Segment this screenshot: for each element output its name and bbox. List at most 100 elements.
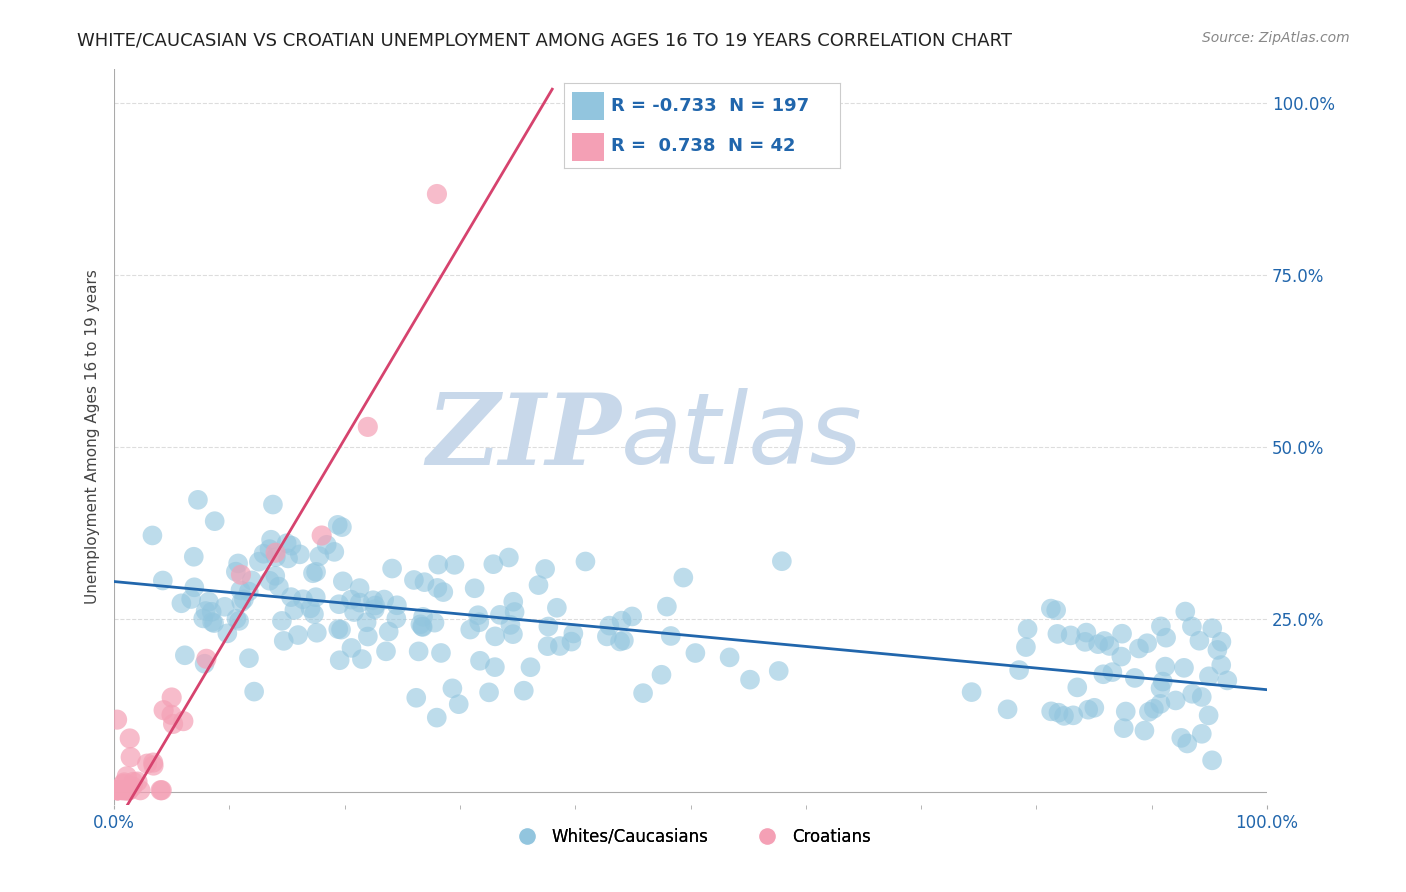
Whites/Caucasians — [548, 639, 571, 653]
Whites/Caucasians — [499, 618, 522, 632]
Whites/Caucasians — [426, 711, 449, 725]
Whites/Caucasians — [326, 517, 349, 532]
Whites/Caucasians — [350, 652, 373, 666]
Whites/Caucasians — [598, 618, 620, 632]
Whites/Caucasians — [482, 557, 505, 571]
Whites/Caucasians — [385, 599, 408, 613]
Whites/Caucasians — [1211, 658, 1233, 673]
Croatians — [114, 783, 136, 797]
Whites/Caucasians — [240, 574, 263, 588]
Whites/Caucasians — [1198, 669, 1220, 683]
Whites/Caucasians — [302, 566, 325, 581]
Whites/Caucasians — [357, 630, 380, 644]
Whites/Caucasians — [323, 545, 346, 559]
Croatians — [127, 774, 149, 789]
Whites/Caucasians — [659, 629, 682, 643]
Whites/Caucasians — [373, 592, 395, 607]
Whites/Caucasians — [1015, 640, 1038, 654]
Croatians — [112, 775, 135, 789]
Croatians — [121, 780, 143, 794]
Croatians — [112, 777, 135, 791]
Whites/Caucasians — [238, 584, 260, 599]
Whites/Caucasians — [1201, 753, 1223, 767]
Whites/Caucasians — [650, 667, 672, 681]
Whites/Caucasians — [214, 599, 236, 614]
Whites/Caucasians — [385, 611, 408, 625]
Whites/Caucasians — [283, 603, 305, 617]
Whites/Caucasians — [364, 602, 387, 616]
Whites/Caucasians — [225, 612, 247, 626]
Whites/Caucasians — [262, 498, 284, 512]
Whites/Caucasians — [468, 654, 491, 668]
Whites/Caucasians — [1188, 633, 1211, 648]
Whites/Caucasians — [287, 628, 309, 642]
Whites/Caucasians — [427, 558, 450, 572]
Croatians — [117, 783, 139, 797]
Whites/Caucasians — [655, 599, 678, 614]
Whites/Caucasians — [226, 557, 249, 571]
Whites/Caucasians — [574, 554, 596, 568]
Whites/Caucasians — [349, 596, 371, 610]
Whites/Caucasians — [1008, 663, 1031, 677]
Croatians — [118, 783, 141, 797]
Whites/Caucasians — [141, 528, 163, 542]
Whites/Caucasians — [413, 575, 436, 590]
Whites/Caucasians — [411, 619, 433, 633]
Whites/Caucasians — [718, 650, 741, 665]
Whites/Caucasians — [305, 590, 328, 604]
Whites/Caucasians — [193, 611, 215, 625]
Whites/Caucasians — [1164, 693, 1187, 707]
Whites/Caucasians — [1123, 671, 1146, 685]
Croatians — [105, 783, 128, 797]
Whites/Caucasians — [423, 615, 446, 630]
Croatians — [107, 783, 129, 797]
Whites/Caucasians — [1149, 697, 1171, 711]
Whites/Caucasians — [412, 620, 434, 634]
Whites/Caucasians — [610, 614, 633, 628]
Whites/Caucasians — [613, 633, 636, 648]
Whites/Caucasians — [361, 593, 384, 607]
Croatians — [111, 783, 134, 797]
Whites/Caucasians — [277, 551, 299, 566]
Whites/Caucasians — [1198, 708, 1220, 723]
Whites/Caucasians — [1154, 631, 1177, 645]
Whites/Caucasians — [267, 580, 290, 594]
Whites/Caucasians — [328, 597, 350, 611]
Whites/Caucasians — [441, 681, 464, 696]
Whites/Caucasians — [302, 607, 325, 621]
Whites/Caucasians — [1150, 619, 1173, 633]
Whites/Caucasians — [1017, 622, 1039, 636]
Croatians — [136, 756, 159, 771]
Whites/Caucasians — [1137, 705, 1160, 719]
Whites/Caucasians — [180, 592, 202, 607]
Whites/Caucasians — [502, 627, 524, 641]
Whites/Caucasians — [288, 547, 311, 561]
Whites/Caucasians — [1181, 619, 1204, 633]
Whites/Caucasians — [332, 574, 354, 589]
Whites/Caucasians — [173, 648, 195, 663]
Whites/Caucasians — [299, 601, 322, 615]
Whites/Caucasians — [231, 595, 253, 609]
Croatians — [142, 758, 165, 772]
Whites/Caucasians — [328, 622, 350, 636]
Whites/Caucasians — [621, 609, 644, 624]
Legend: Whites/Caucasians, Croatians: Whites/Caucasians, Croatians — [503, 821, 877, 852]
Whites/Caucasians — [408, 644, 430, 658]
Whites/Caucasians — [232, 592, 254, 607]
Text: ZIP: ZIP — [426, 389, 621, 485]
Whites/Caucasians — [484, 660, 506, 674]
Whites/Caucasians — [503, 605, 526, 619]
Whites/Caucasians — [405, 690, 427, 705]
Croatians — [117, 783, 139, 797]
Whites/Caucasians — [305, 565, 328, 579]
Whites/Caucasians — [280, 539, 302, 553]
Whites/Caucasians — [1039, 601, 1062, 615]
Whites/Caucasians — [409, 617, 432, 632]
Croatians — [229, 567, 252, 582]
Whites/Caucasians — [489, 607, 512, 622]
Whites/Caucasians — [458, 623, 481, 637]
Whites/Caucasians — [259, 542, 281, 557]
Whites/Caucasians — [349, 581, 371, 595]
Croatians — [264, 546, 287, 560]
Whites/Caucasians — [264, 550, 287, 565]
